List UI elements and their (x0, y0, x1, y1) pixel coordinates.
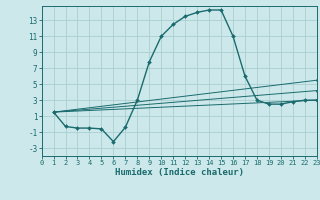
X-axis label: Humidex (Indice chaleur): Humidex (Indice chaleur) (115, 168, 244, 177)
